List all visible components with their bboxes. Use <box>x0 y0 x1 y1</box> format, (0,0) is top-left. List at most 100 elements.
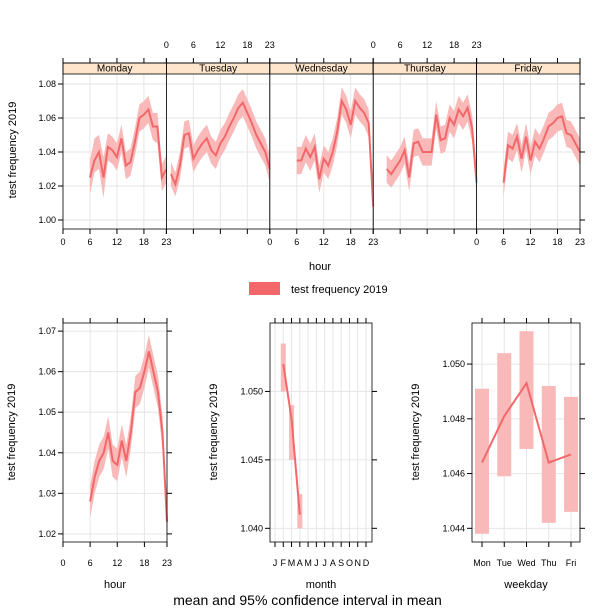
strip-label: Friday <box>514 64 542 75</box>
ci-band-thu <box>541 385 556 523</box>
strip-label: Tuesday <box>199 64 237 75</box>
y-tick-label: 1.02 <box>38 181 56 191</box>
x-tick-label: 0 <box>60 558 65 568</box>
y-tick-label: 1.05 <box>38 407 56 417</box>
x-tick-label: 0 <box>60 237 65 247</box>
x-tick-label: 12 <box>112 237 122 247</box>
y-tick-label: 1.04 <box>38 147 56 157</box>
x-tick-label: 23 <box>575 237 585 247</box>
x-tick-label: O <box>346 558 353 568</box>
mean-line <box>282 363 301 515</box>
panel-monday: Monday 0 6 12 18 23 <box>60 58 171 247</box>
x-tick-label: 12 <box>112 558 122 568</box>
y-tick-label: 1.050 <box>240 386 263 396</box>
ci-band <box>90 335 167 538</box>
x-tick-label: 12 <box>526 237 536 247</box>
legend-swatch <box>249 282 280 295</box>
ci-band-wednesday <box>296 87 374 221</box>
x-tick-label: 18 <box>346 237 356 247</box>
y-tick-label: 1.03 <box>38 488 56 498</box>
y-tick-label: 1.02 <box>38 529 56 539</box>
mean-line <box>481 380 572 464</box>
x-axis-label: hour <box>309 261 331 273</box>
x-tick-label: 23 <box>265 40 275 50</box>
ci-band <box>289 405 295 460</box>
x-tick-label: 6 <box>501 237 506 247</box>
x-tick-label: 0 <box>164 40 169 50</box>
y-tick-label: 1.00 <box>38 215 56 225</box>
panel-border <box>476 62 581 230</box>
panel-tuesday: Tuesday 0 6 12 18 23 <box>164 40 275 234</box>
y-tick-label: 1.048 <box>442 414 465 424</box>
x-tick-label: 23 <box>472 40 482 50</box>
x-tick-label: F <box>281 558 287 568</box>
x-tick-label: 0 <box>267 237 272 247</box>
y-axis-label: test frequency 2019 <box>6 384 18 481</box>
x-tick-label: 23 <box>368 237 378 247</box>
mean-line-monday <box>89 107 168 181</box>
x-tick-label: Thu <box>541 558 557 568</box>
weekday-chart: Mon Tue Wed Thu Fri 1.044 1.046 1.048 1.050 weekd… <box>410 318 585 591</box>
x-tick-label: 12 <box>319 237 329 247</box>
y-tick-label: 1.07 <box>38 326 56 336</box>
figure-caption: mean and 95% confidence interval in mean <box>173 592 442 608</box>
x-tick-label: J <box>273 558 278 568</box>
y-axis-label: test frequency 2019 <box>208 384 220 481</box>
strip-label: Wednesday <box>295 64 348 75</box>
x-tick-label: Wed <box>517 558 535 568</box>
y-tick-label: 1.08 <box>38 79 56 89</box>
x-axis-label: month <box>306 579 337 591</box>
y-tick-label: 1.04 <box>38 448 56 458</box>
panel-border <box>269 62 374 230</box>
x-axis-label: weekday <box>503 579 548 591</box>
legend-label: test frequency 2019 <box>291 284 388 296</box>
y-tick-label: 1.06 <box>38 113 56 123</box>
x-tick-label: S <box>338 558 344 568</box>
mean-line <box>89 351 168 522</box>
panel-border <box>269 322 373 543</box>
x-tick-label: N <box>354 558 361 568</box>
x-tick-label: Mon <box>473 558 491 568</box>
y-tick-label: 1.044 <box>442 523 465 533</box>
x-tick-label: 6 <box>294 237 299 247</box>
y-tick-label: 1.046 <box>442 469 465 479</box>
x-tick-label: 18 <box>242 40 252 50</box>
y-tick-label: 1.040 <box>240 523 263 533</box>
ci-band-monday <box>89 95 167 198</box>
y-axis-label: test frequency 2019 <box>7 102 19 199</box>
x-tick-label: M <box>304 558 312 568</box>
weekday-hour-chart: Monday 0 6 12 18 23 Tuesday 0 6 12 18 23 Wednesday 0 6… <box>7 40 585 296</box>
x-tick-label: 18 <box>139 558 149 568</box>
x-tick-label: 6 <box>87 237 92 247</box>
y-tick-label: 1.045 <box>240 455 263 465</box>
x-tick-label: 12 <box>422 40 432 50</box>
x-tick-label: 12 <box>215 40 225 50</box>
x-tick-label: 23 <box>162 558 172 568</box>
strip-label: Thursday <box>404 64 446 75</box>
x-tick-label: 18 <box>449 40 459 50</box>
x-tick-label: 0 <box>474 237 479 247</box>
mean-line-friday <box>502 114 581 183</box>
mean-line-wednesday <box>296 97 375 207</box>
x-tick-label: A <box>330 558 336 568</box>
ci-band-wed <box>519 331 534 449</box>
x-tick-label: 6 <box>88 558 93 568</box>
x-tick-label: J <box>314 558 319 568</box>
strip-label: Monday <box>97 64 133 75</box>
x-tick-label: 18 <box>553 237 563 247</box>
x-tick-label: D <box>363 558 370 568</box>
x-axis-label: hour <box>104 579 126 591</box>
x-tick-label: 23 <box>161 237 171 247</box>
y-tick-label: 1.050 <box>442 359 465 369</box>
mean-line-thursday <box>385 104 478 183</box>
panel-border <box>62 322 168 543</box>
x-tick-label: 18 <box>139 237 149 247</box>
x-tick-label: 6 <box>398 40 403 50</box>
y-tick-label: 1.06 <box>38 367 56 377</box>
x-tick-label: J <box>322 558 327 568</box>
panel-wednesday: Wednesday 0 6 12 18 23 <box>267 58 378 247</box>
x-tick-label: 6 <box>191 40 196 50</box>
x-tick-label: 0 <box>371 40 376 50</box>
